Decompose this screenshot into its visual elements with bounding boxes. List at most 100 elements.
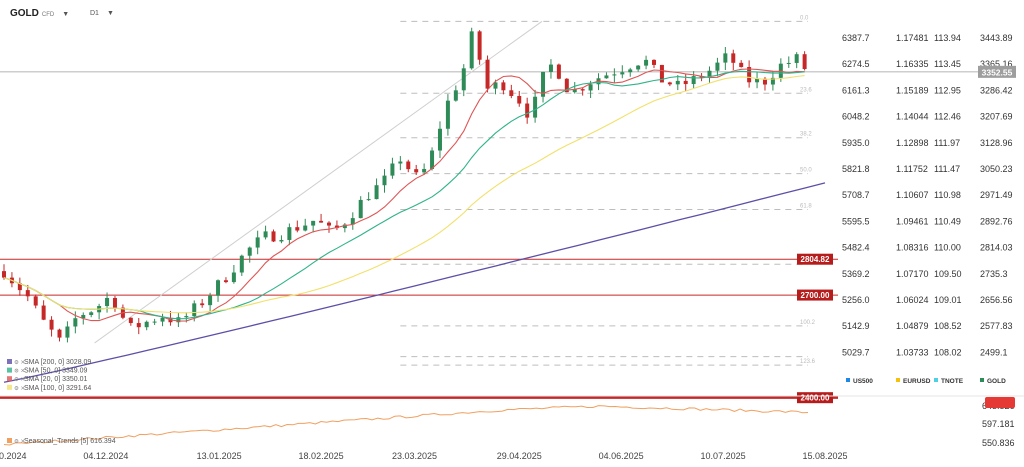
candle-body xyxy=(707,70,712,78)
scale-legend-label: GOLD xyxy=(987,378,1006,385)
sma-20-line xyxy=(3,68,805,322)
x-tick-label: 29.04.2025 xyxy=(497,451,542,461)
y-tick-label-us500: 6387.7 xyxy=(842,33,870,43)
candle-body xyxy=(216,280,221,296)
y-tick-label-eurusd: 1.08316 xyxy=(896,243,929,253)
candle-body xyxy=(382,175,387,186)
y-tick-label-us500: 5029.7 xyxy=(842,347,870,357)
chart-header: GOLD CFD ▼ D1 ▼ xyxy=(0,0,840,24)
y-tick-label-us500: 5142.9 xyxy=(842,321,870,331)
candle-body xyxy=(715,62,720,71)
legend-settings-icon: ⚙ ✕ xyxy=(14,376,25,383)
candle-body xyxy=(334,225,339,229)
candle-body xyxy=(517,95,522,104)
y-tick-label-tnote: 110.49 xyxy=(934,216,961,226)
y-tick-label-tnote: 108.02 xyxy=(934,347,962,357)
candle-body xyxy=(2,271,6,278)
legend-settings-icon: ⚙ ✕ xyxy=(14,359,25,366)
sma-50-line xyxy=(3,70,805,320)
candle-body xyxy=(422,168,427,173)
scale-color-swatch xyxy=(980,378,984,382)
candle-body xyxy=(105,297,110,307)
x-tick-label: 13.01.2025 xyxy=(197,451,242,461)
y-tick-label-us500: 5821.8 xyxy=(842,164,870,174)
candle-body xyxy=(747,67,752,83)
legend-settings-icon: ⚙ ✕ xyxy=(14,438,25,445)
candle-body xyxy=(485,59,490,89)
scale-legend-label: TNOTE xyxy=(941,378,964,385)
legend-swatch xyxy=(7,359,12,364)
candle-body xyxy=(160,317,165,322)
candle-body xyxy=(327,222,332,226)
y-tick-label-us500: 5935.0 xyxy=(842,138,870,148)
candle-body xyxy=(374,185,379,200)
candle-body xyxy=(176,317,181,323)
y-tick-label-gold: 3286.42 xyxy=(980,85,1013,95)
x-tick-label: 04.06.2025 xyxy=(599,451,644,461)
candle-body xyxy=(350,218,355,225)
legend-sma-label: SMA [200, 0] 3028.09 xyxy=(24,359,91,366)
y-tick-label-us500: 6048.2 xyxy=(842,112,870,122)
candle-body xyxy=(271,231,276,242)
y-tick-label-gold: 2577.83 xyxy=(980,321,1013,331)
candle-body xyxy=(683,80,688,85)
legend-settings-icon: ⚙ ✕ xyxy=(14,368,25,375)
candle-body xyxy=(572,89,577,93)
y-tick-label-gold: 2971.49 xyxy=(980,190,1013,200)
y-tick-label-tnote: 111.47 xyxy=(934,164,960,174)
candle-body xyxy=(231,272,236,283)
candle-body xyxy=(691,76,696,85)
candle-body xyxy=(25,290,30,297)
candle-body xyxy=(287,227,292,240)
candle-body xyxy=(41,305,46,320)
legend-swatch xyxy=(7,367,12,373)
y-tick-label-eurusd: 1.07170 xyxy=(896,269,929,279)
scale-color-swatch xyxy=(846,378,850,382)
candle-body xyxy=(295,227,300,231)
scale-color-swatch xyxy=(934,378,938,382)
candle-body xyxy=(501,82,506,91)
candle-body xyxy=(184,316,189,318)
current-price-tag xyxy=(978,65,1016,78)
seasonal-tick-label: 550.836 xyxy=(982,438,1015,448)
candle-body xyxy=(667,82,672,85)
candle-body xyxy=(152,321,157,323)
y-tick-label-gold: 2735.3 xyxy=(980,269,1008,279)
fib-level-label: 23.6 xyxy=(800,87,812,93)
candle-body xyxy=(390,163,395,176)
candle-body xyxy=(279,239,284,242)
candle-body xyxy=(469,31,474,69)
candle-body xyxy=(794,54,799,63)
y-tick-label-gold: 3128.96 xyxy=(980,138,1013,148)
candle-body xyxy=(192,303,197,317)
timeframe-selector[interactable]: D1 ▼ xyxy=(90,10,114,17)
chevron-down-icon[interactable]: ▼ xyxy=(62,11,70,18)
price-level-label: 2400.00 xyxy=(801,394,830,403)
x-tick-label: 04.12.2024 xyxy=(83,451,128,461)
candle-body xyxy=(200,303,205,306)
candle-body xyxy=(208,295,213,306)
fib-level-label: 61.8 xyxy=(800,204,812,210)
y-tick-label-eurusd: 1.15189 xyxy=(896,85,929,95)
candle-body xyxy=(770,77,775,85)
timeframe-label: D1 xyxy=(90,10,99,17)
candle-body xyxy=(461,68,466,91)
y-tick-label-gold: 2814.03 xyxy=(980,243,1013,253)
y-tick-label-gold: 2656.56 xyxy=(980,295,1013,305)
y-tick-label-gold: 3365.16 xyxy=(980,59,1013,69)
scale-color-swatch xyxy=(896,378,900,382)
y-tick-label-tnote: 108.52 xyxy=(934,321,962,331)
candle-body xyxy=(525,103,530,118)
x-tick-label: 18.02.2025 xyxy=(299,451,344,461)
candle-body xyxy=(112,297,117,308)
candle-body xyxy=(644,59,649,66)
legend-sma-label: SMA [20, 0] 3350.01 xyxy=(24,376,88,383)
symbol-selector[interactable]: GOLD CFD ▼ xyxy=(10,8,69,19)
scale-legend-label: US500 xyxy=(853,378,873,385)
sma-100-line xyxy=(3,75,805,314)
chevron-down-icon[interactable]: ▼ xyxy=(106,10,114,17)
candle-body xyxy=(430,150,435,169)
seasonal-trend-line xyxy=(3,405,809,446)
y-tick-label-us500: 5256.0 xyxy=(842,295,870,305)
